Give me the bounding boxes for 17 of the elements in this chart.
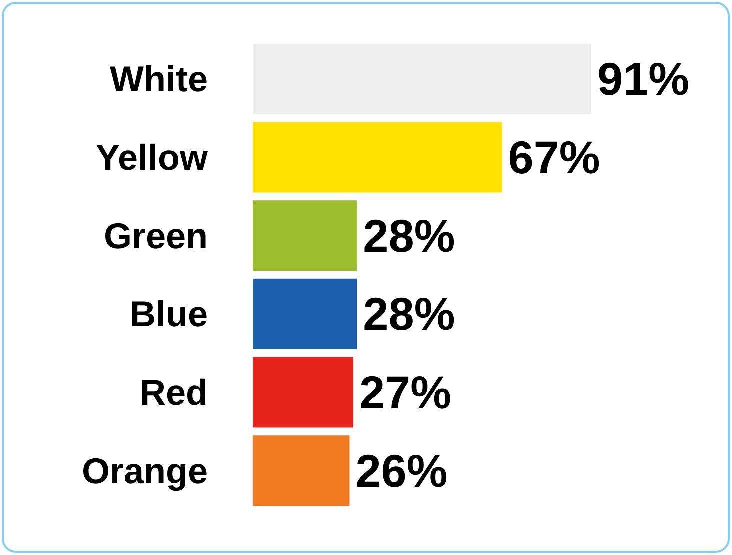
bar <box>253 357 354 428</box>
bar <box>253 278 358 350</box>
data-label: 27% <box>359 366 452 418</box>
y-tick-label: Orange <box>82 450 208 492</box>
y-tick-label: Blue <box>130 294 208 335</box>
data-label: 67% <box>508 132 600 184</box>
y-tick-label: Red <box>140 372 208 413</box>
data-label: 28% <box>363 288 456 340</box>
y-tick-label: Yellow <box>96 137 209 178</box>
y-tick-label: White <box>110 58 208 100</box>
data-label: 26% <box>356 444 448 497</box>
bar <box>253 122 502 193</box>
data-label: 91% <box>598 53 690 106</box>
data-label: 28% <box>363 210 456 262</box>
y-tick-label: Green <box>104 215 208 256</box>
bar <box>253 200 358 272</box>
bar <box>253 436 350 506</box>
